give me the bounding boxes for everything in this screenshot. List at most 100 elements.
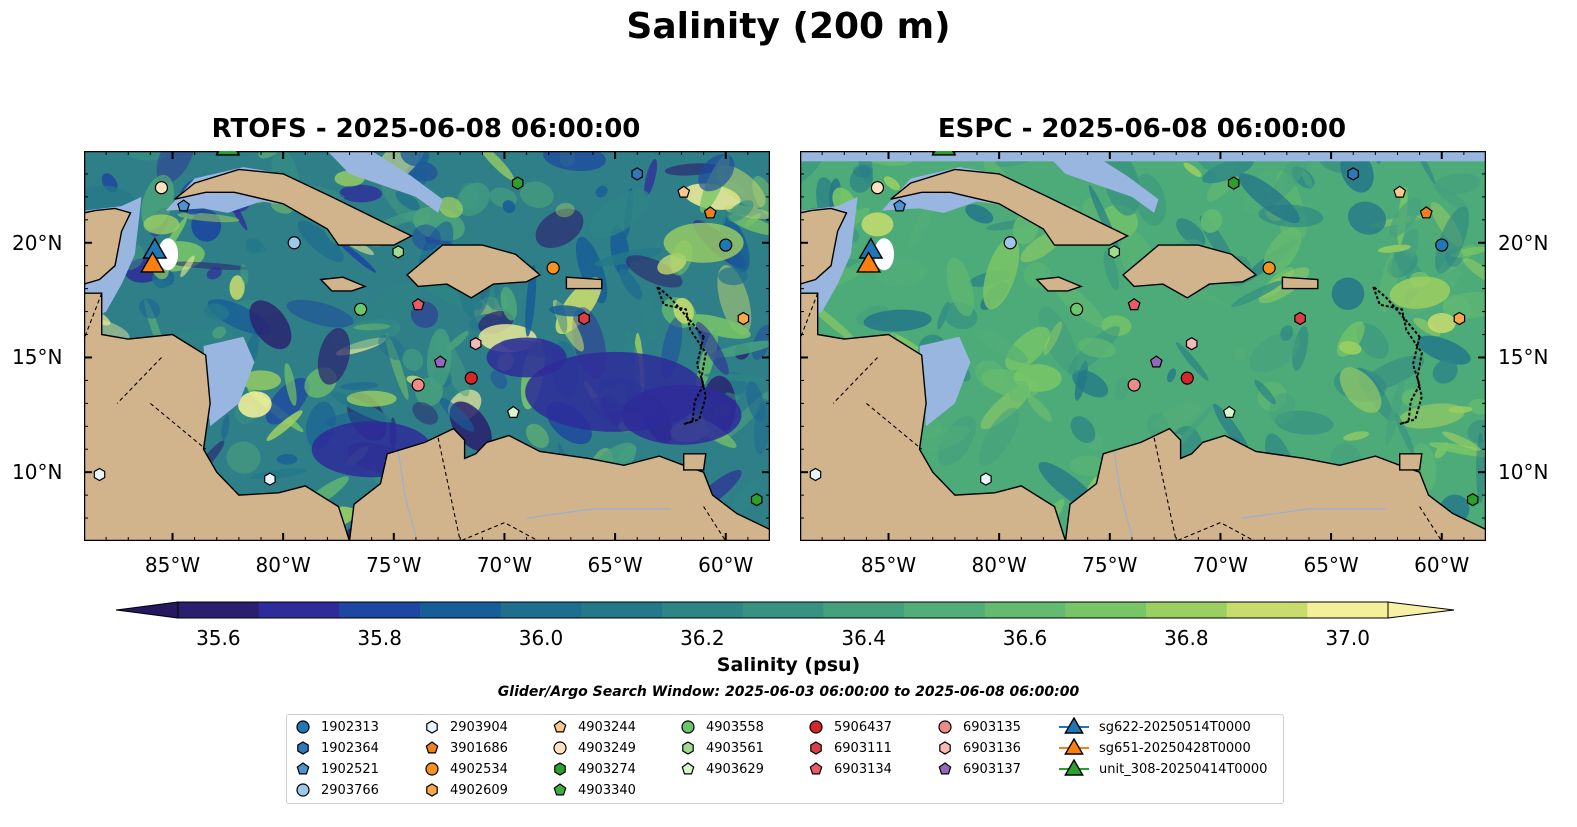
legend-item: 4903274 <box>552 759 636 779</box>
marker-6903111 <box>1294 311 1306 326</box>
legend-label: 3901686 <box>450 740 508 756</box>
hexagon-marker-icon <box>426 783 438 797</box>
colorbar-tick-label: 36.2 <box>680 626 725 650</box>
colorbar-tick-label: 36.0 <box>518 626 564 650</box>
marker-1902521 <box>893 199 907 212</box>
circle-marker-icon <box>296 783 310 797</box>
circle-marker-icon <box>809 720 823 734</box>
legend: 1902313 1902364 1902521 2903766 2903904 39016… <box>286 714 1284 804</box>
legend-item: sg622-20250514T0000 <box>1059 717 1251 737</box>
legend-item: 4903558 <box>680 717 764 737</box>
marker-unit_308-20250414T0000 <box>215 151 241 156</box>
lon-tick-label: 80°W <box>971 553 1027 577</box>
legend-item: unit_308-20250414T0000 <box>1059 759 1267 779</box>
circle-marker-icon <box>425 762 439 776</box>
marker-4903274 <box>750 493 763 507</box>
triangle-marker-icon <box>1059 759 1089 776</box>
marker-4903274 <box>1227 176 1240 190</box>
colorbar-tick-label: 35.8 <box>357 626 402 650</box>
legend-item: 4903244 <box>552 717 636 737</box>
legend-label: 1902364 <box>321 740 379 756</box>
lon-tick-label: 65°W <box>587 553 643 577</box>
legend-item: 4903249 <box>552 738 636 758</box>
lon-tick-label: 80°W <box>255 553 311 577</box>
legend-label: 1902313 <box>321 719 379 735</box>
lon-tick-label: 75°W <box>1082 553 1138 577</box>
triangle-marker-icon <box>1059 738 1089 755</box>
colorbar-tick-label: 36.8 <box>1164 626 1209 650</box>
marker-4903274 <box>1466 493 1479 507</box>
marker-4903274 <box>511 176 524 190</box>
marker-6903136 <box>1185 337 1198 351</box>
marker-6903137 <box>1149 355 1163 368</box>
marker-4903629 <box>1222 405 1236 418</box>
marker-4903244 <box>1393 185 1407 198</box>
marker-6903135 <box>1127 378 1141 392</box>
marker-4903244 <box>677 185 691 198</box>
legend-label: 4903244 <box>578 719 636 735</box>
legend-item: 6903111 <box>808 738 892 758</box>
marker-2903766 <box>1003 236 1017 250</box>
lon-tick-label: 85°W <box>144 553 201 577</box>
lon-tick-label: 70°W <box>476 553 533 577</box>
legend-item: 5906437 <box>808 717 892 737</box>
legend-item: 4903340 <box>552 780 636 800</box>
marker-1902313 <box>1435 238 1449 252</box>
pentagon-marker-icon <box>553 783 567 796</box>
legend-item: 1902364 <box>295 738 379 758</box>
pentagon-marker-icon <box>553 720 567 733</box>
circle-marker-icon <box>296 720 310 734</box>
lon-tick-label: 75°W <box>366 553 422 577</box>
marker-1902313 <box>719 238 733 252</box>
pentagon-marker-icon <box>938 762 952 775</box>
circle-marker-icon <box>553 741 567 755</box>
marker-4903558 <box>354 302 368 316</box>
hexagon-marker-icon <box>297 741 309 755</box>
legend-item: 1902521 <box>295 759 379 779</box>
legend-label: 2903766 <box>321 782 379 798</box>
marker-5906437 <box>464 371 478 385</box>
marker-6903135 <box>411 378 425 392</box>
legend-label: sg622-20250514T0000 <box>1099 719 1251 735</box>
marker-4903249 <box>154 181 169 195</box>
marker-6903136 <box>469 337 482 351</box>
lat-tick-label-right: 15°N <box>1498 345 1549 370</box>
panel-title-espc: ESPC - 2025-06-08 06:00:00 <box>937 114 1347 144</box>
hexagon-marker-icon <box>554 762 566 776</box>
lat-tick-label-right: 20°N <box>1498 230 1549 255</box>
legend-item: sg651-20250428T0000 <box>1059 738 1251 758</box>
legend-label: 6903137 <box>963 761 1021 777</box>
legend-label: 4903340 <box>578 782 636 798</box>
legend-label: 5906437 <box>834 719 892 735</box>
lat-tick-label-left: 15°N <box>12 345 63 370</box>
legend-label: sg651-20250428T0000 <box>1099 740 1251 756</box>
legend-item: 6903136 <box>937 738 1021 758</box>
marker-1902364 <box>1347 167 1360 181</box>
figure-title: Salinity (200 m) <box>626 6 951 47</box>
marker-6903134 <box>411 297 425 311</box>
marker-2903904 <box>980 472 992 486</box>
marker-4902534 <box>546 261 560 275</box>
legend-label: 4903249 <box>578 740 636 756</box>
legend-label: unit_308-20250414T0000 <box>1099 761 1268 777</box>
marker-6903111 <box>578 311 590 326</box>
legend-label: 6903136 <box>963 740 1021 756</box>
hexagon-marker-icon <box>939 741 951 755</box>
colorbar-label: Salinity (psu) <box>716 654 861 676</box>
marker-6903137 <box>433 355 447 368</box>
legend-label: 4902534 <box>450 761 508 777</box>
legend-item: 3901686 <box>424 738 508 758</box>
legend-label: 6903111 <box>834 740 892 756</box>
marker-4903561 <box>392 245 404 259</box>
colorbar-tick-label: 36.4 <box>841 626 886 650</box>
legend-item: 6903137 <box>937 759 1021 779</box>
marker-3901686 <box>703 206 717 219</box>
legend-label: 6903134 <box>834 761 892 777</box>
pentagon-marker-icon <box>425 741 439 754</box>
legend-item: 4902534 <box>424 759 508 779</box>
circle-marker-icon <box>681 720 695 734</box>
colorbar-tick-label: 37.0 <box>1325 626 1370 650</box>
marker-2903904 <box>809 467 822 482</box>
colorbar <box>116 601 1454 619</box>
marker-unit_308-20250414T0000 <box>931 151 957 156</box>
